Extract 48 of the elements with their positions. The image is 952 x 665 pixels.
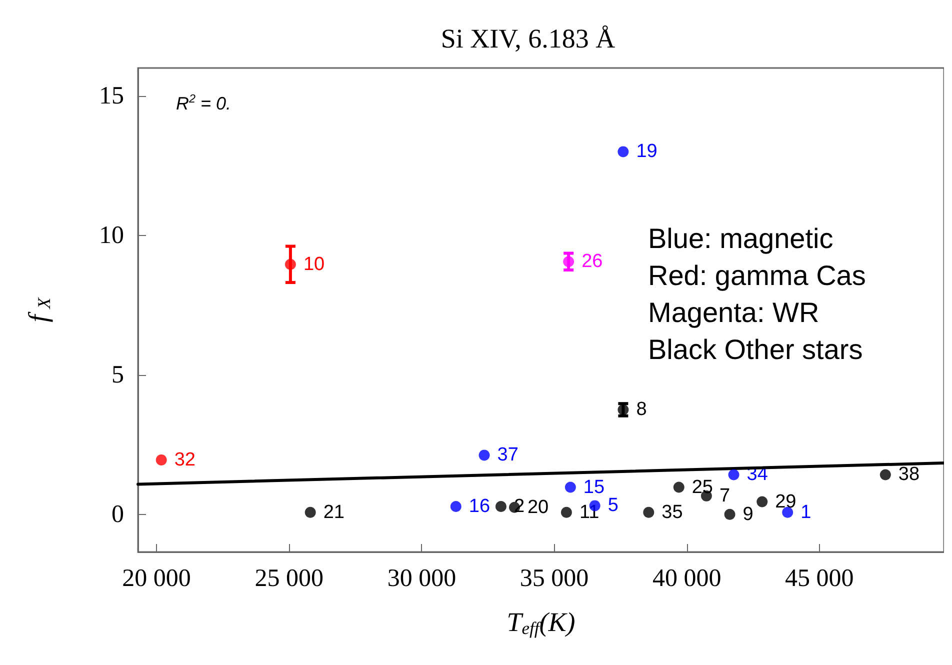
point [880,469,891,480]
annotation: 8 [636,399,647,420]
point [156,454,167,466]
annotation: 5 [608,495,618,516]
x-tick-label: 40 000 [652,565,722,592]
x-tick-label: 45 000 [785,565,854,592]
point [756,496,768,508]
point [724,508,736,520]
annotation: Blue: magnetic Red: gamma Cas Magenta: WR Black Other stars [648,223,866,365]
annotation: 19 [636,141,658,162]
y-tick-label: 10 [99,222,124,249]
annotation: 21 [323,502,344,523]
annotation: 10 [303,254,325,275]
x-tick-label: 25 000 [254,565,324,592]
annotation: 37 [497,444,518,466]
point [495,501,506,512]
annotation: 32 [174,449,196,470]
x-tick-label: 35 000 [520,565,589,592]
y-axis-title: fX [23,296,54,322]
point [284,258,296,270]
annotation: 11 [579,502,600,523]
annotation: 7 [719,485,730,506]
x-tick-label: 30 000 [387,565,456,592]
x-tick-label: 20 000 [122,565,191,592]
annotation: 15 [583,476,605,498]
point [560,506,572,518]
annotation: 1 [800,502,812,523]
point [478,450,490,461]
annotation: 35 [662,502,683,523]
point [728,469,740,480]
annotation: 38 [898,464,920,486]
y-tick-label: 5 [112,361,124,388]
point [304,506,316,518]
annotation: 29 [775,491,796,512]
y-tick-label: 0 [112,500,124,528]
annotation: 20 [527,496,549,518]
point [564,482,576,493]
annotation: 26 [582,251,603,272]
point [643,506,654,518]
y-tick-label: 15 [99,82,124,110]
chart-title: Si XIV, 6.183 Å [440,24,616,54]
point [673,482,684,493]
point [450,501,462,512]
annotation: 16 [468,496,490,518]
annotation: 9 [742,504,754,525]
point [563,256,574,268]
annotation: 25 [692,476,714,498]
point [618,146,629,158]
